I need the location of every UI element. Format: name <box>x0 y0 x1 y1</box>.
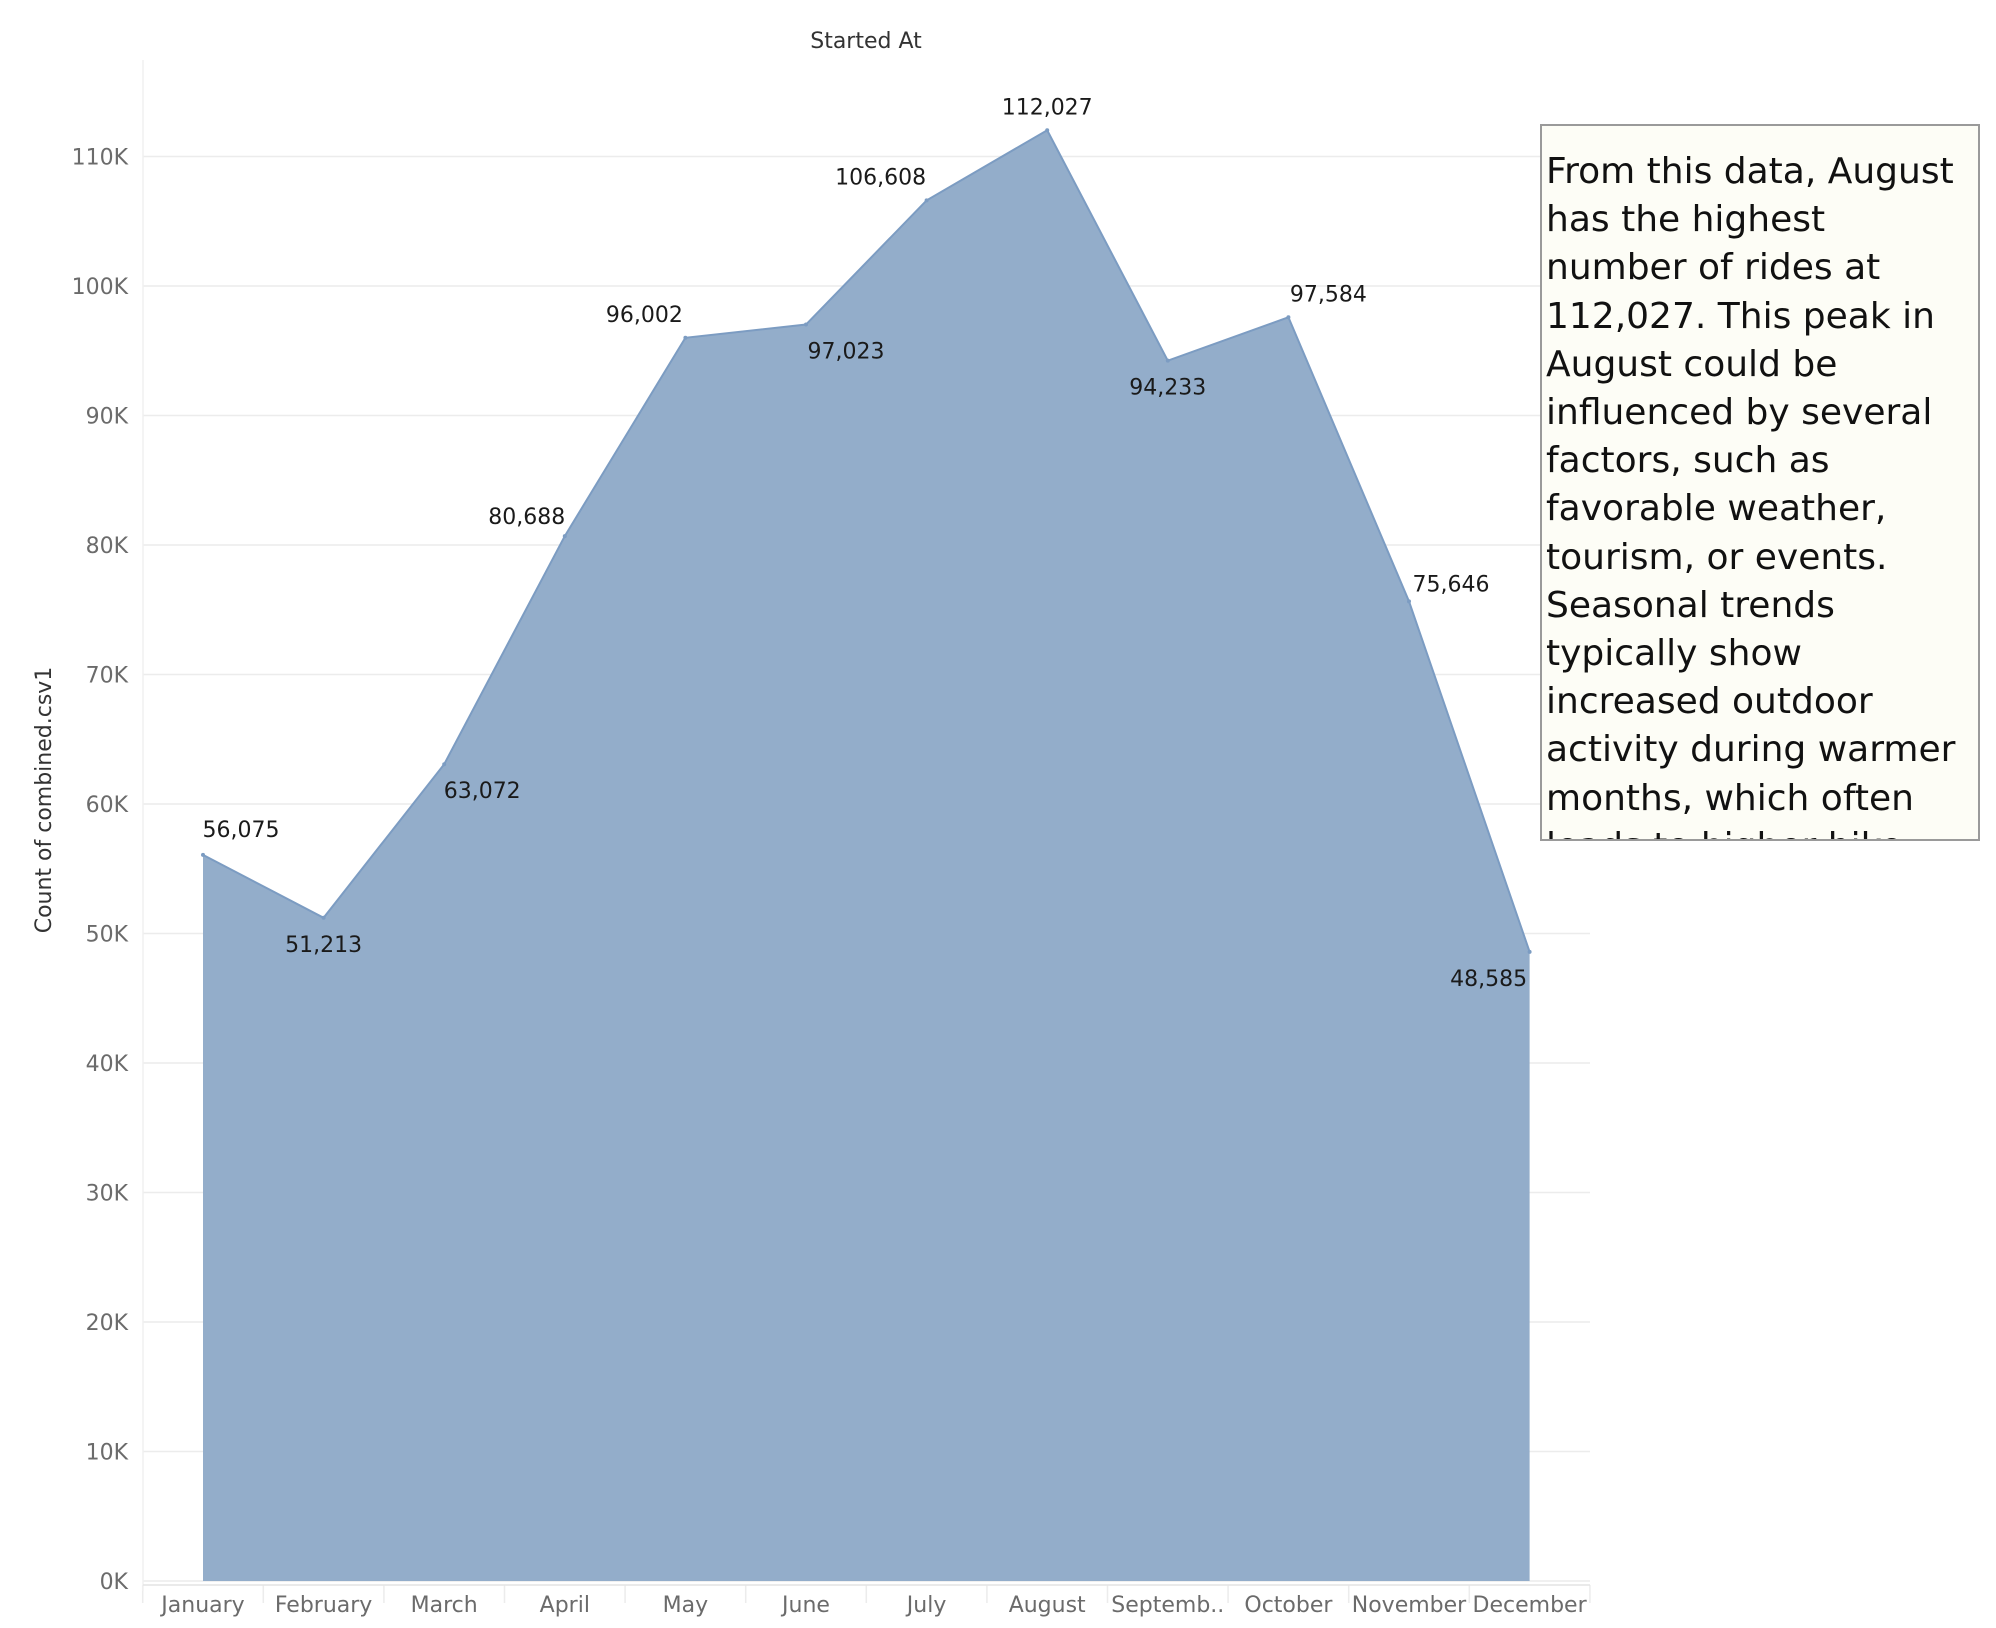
x-tick-label: May <box>663 1593 708 1618</box>
x-tick-label: November <box>1352 1593 1467 1618</box>
data-point <box>562 534 567 539</box>
data-point <box>1527 949 1532 954</box>
data-label: 51,213 <box>285 933 362 958</box>
x-tick-label: January <box>159 1593 244 1618</box>
data-labels: 56,075 51,213 63,072 80,688 96,002 97,023 106,… <box>203 95 1528 992</box>
y-tick-label: 50K <box>86 923 129 948</box>
y-tick-label: 90K <box>86 405 129 430</box>
y-tick-label: 20K <box>86 1311 129 1336</box>
data-point <box>1286 315 1291 320</box>
data-point <box>442 762 447 767</box>
data-label: 97,023 <box>808 340 885 365</box>
data-label: 75,646 <box>1413 572 1490 597</box>
data-label: 106,608 <box>835 165 926 190</box>
area-series <box>203 130 1530 1581</box>
x-tick-label: August <box>1009 1593 1086 1618</box>
y-tick-label: 110K <box>72 146 129 171</box>
data-label: 97,584 <box>1290 282 1367 307</box>
data-point <box>804 322 808 327</box>
data-point <box>1407 599 1411 604</box>
data-label: 56,075 <box>203 818 280 843</box>
x-tick-label: December <box>1473 1593 1588 1618</box>
annotation-text: From this data, August has the highest n… <box>1546 151 1956 839</box>
x-tick-label: June <box>780 1593 830 1618</box>
x-tick-label: Septemb.. <box>1111 1593 1224 1618</box>
data-label: 80,688 <box>488 505 565 530</box>
y-tick-label: 80K <box>86 534 129 559</box>
y-tick-label: 30K <box>86 1182 129 1207</box>
y-tick-label: 100K <box>72 275 129 300</box>
data-point <box>201 852 205 857</box>
data-point <box>1045 128 1050 133</box>
data-point <box>683 335 688 340</box>
y-tick-label: 70K <box>86 664 129 689</box>
chart-title: Started At <box>810 29 922 54</box>
data-label: 48,585 <box>1450 967 1527 992</box>
data-point <box>924 198 929 203</box>
y-tick-label: 0K <box>100 1570 129 1595</box>
data-label: 94,233 <box>1129 376 1206 401</box>
y-tick-label: 10K <box>86 1441 129 1466</box>
data-label: 63,072 <box>444 779 521 804</box>
data-point <box>321 915 326 920</box>
x-tick-label: April <box>540 1593 590 1618</box>
x-tick-label: February <box>275 1593 373 1618</box>
annotation-box: From this data, August has the highest n… <box>1540 124 1980 841</box>
x-tick-label: October <box>1244 1593 1333 1618</box>
y-axis-title: Count of combined.csv1 <box>32 667 57 934</box>
axes: 0K 10K 20K 30K 40K 50K 60K 70K 80K 90K 100K 110K Jan… <box>72 60 1591 1618</box>
x-tick-label: March <box>411 1593 478 1618</box>
plot-area <box>201 128 1532 1581</box>
area-series-line <box>202 128 1531 953</box>
data-point <box>1165 358 1170 363</box>
data-label: 112,027 <box>1002 95 1093 120</box>
data-label: 96,002 <box>606 303 683 328</box>
y-tick-label: 60K <box>86 793 129 818</box>
y-tick-label: 40K <box>86 1052 129 1077</box>
x-tick-label: July <box>905 1593 947 1618</box>
